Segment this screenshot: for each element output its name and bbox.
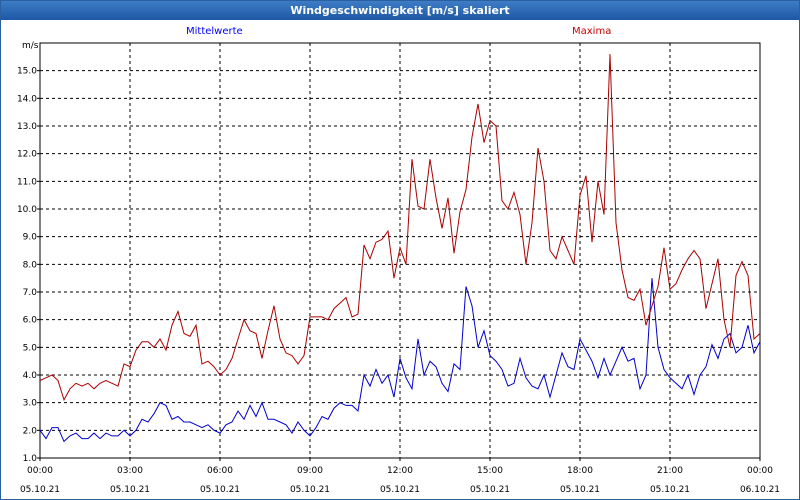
- series-line-maxima: [39, 54, 761, 402]
- x-tick-date-2: 05.10.21: [200, 485, 240, 495]
- y-tick-label-5: 6.0: [23, 316, 38, 326]
- y-tick-label-7: 8.0: [23, 260, 38, 270]
- x-tick-time-8: 00:00: [747, 466, 773, 476]
- x-tick-date-6: 05.10.21: [560, 485, 600, 495]
- x-tick-time-1: 03:00: [117, 466, 143, 476]
- y-tick-label-4: 5.0: [23, 343, 38, 353]
- x-tick-time-4: 12:00: [387, 466, 413, 476]
- y-tick-label-12: 13.0: [17, 122, 37, 132]
- y-tick-label-14: 15.0: [17, 67, 37, 77]
- x-tick-time-3: 09:00: [297, 466, 323, 476]
- y-tick-label-3: 4.0: [23, 371, 38, 381]
- legend-mittelwerte: Mittelwerte: [186, 26, 243, 37]
- x-tick-time-6: 18:00: [567, 466, 593, 476]
- y-tick-label-8: 9.0: [23, 233, 38, 243]
- x-tick-time-5: 15:00: [477, 466, 503, 476]
- y-tick-label-0: 1.0: [23, 454, 38, 464]
- y-tick-label-10: 11.0: [17, 177, 37, 187]
- y-tick-label-9: 10.0: [17, 205, 37, 215]
- x-tick-date-5: 05.10.21: [470, 485, 510, 495]
- y-tick-label-1: 2.0: [23, 426, 38, 436]
- y-tick-label-6: 7.0: [23, 288, 38, 298]
- y-tick-label-11: 12.0: [17, 150, 37, 160]
- y-axis-ticks: 1.0 2.0 3.0 4.0 5.0 6.0 7.0 8.0 9.0 10.0 11.0 12.0 1…: [17, 67, 40, 464]
- window-title: Windgeschwindigkeit [m/s] skaliert: [1, 1, 799, 20]
- y-axis-label: m/s: [22, 41, 39, 51]
- x-tick-time-7: 21:00: [657, 466, 683, 476]
- x-axis-ticks: 00:00 05.10.21 03:00 05.10.21 06:00 05.10.21 0…: [20, 458, 780, 495]
- series-line-mittelwerte: [39, 278, 761, 443]
- series-group: [39, 54, 761, 443]
- x-tick-date-4: 05.10.21: [380, 485, 420, 495]
- grid-lines: [40, 43, 760, 459]
- x-tick-date-0: 05.10.21: [20, 485, 60, 495]
- x-tick-date-7: 05.10.21: [650, 485, 690, 495]
- x-tick-date-3: 05.10.21: [290, 485, 330, 495]
- x-tick-time-2: 06:00: [207, 466, 233, 476]
- y-tick-label-13: 14.0: [17, 94, 37, 104]
- x-tick-time-0: 00:00: [27, 466, 53, 476]
- legend-maxima: Maxima: [572, 26, 612, 37]
- x-tick-date-8: 06.10.21: [740, 485, 780, 495]
- y-tick-label-2: 3.0: [23, 399, 38, 409]
- x-tick-date-1: 05.10.21: [110, 485, 150, 495]
